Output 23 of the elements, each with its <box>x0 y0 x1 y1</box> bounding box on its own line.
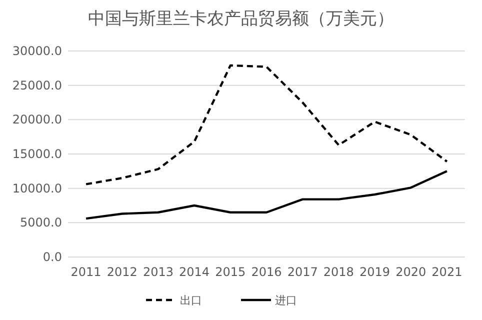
x-tick-label: 2017 <box>287 265 318 279</box>
x-tick-label: 2011 <box>70 265 102 279</box>
x-tick-label: 2020 <box>396 265 426 279</box>
x-tick-label: 2018 <box>323 265 354 279</box>
y-tick-label: 30000.0 <box>12 44 62 58</box>
y-tick-label: 10000.0 <box>12 181 62 196</box>
y-tick-label: 25000.0 <box>12 78 62 92</box>
y-tick-label: 15000.0 <box>12 147 62 161</box>
legend-label: 出口 <box>180 294 202 307</box>
y-tick-label: 0.0 <box>42 250 62 264</box>
x-tick-label: 2021 <box>432 265 462 279</box>
y-tick-label: 5000.0 <box>20 216 62 230</box>
x-tick-label: 2012 <box>106 265 138 279</box>
x-tick-label: 2019 <box>360 265 390 279</box>
legend-label: 进口 <box>275 294 297 307</box>
line-series <box>84 64 448 186</box>
x-tick-label: 2016 <box>251 265 282 279</box>
x-tick-label: 2013 <box>142 265 174 279</box>
line-series <box>84 170 448 220</box>
x-tick-label: 2014 <box>179 265 210 279</box>
chart-title: 中国与斯里兰卡农产品贸易额（万美元） <box>88 9 394 28</box>
x-tick-label: 2015 <box>215 265 246 279</box>
y-tick-label: 20000.0 <box>12 112 62 127</box>
